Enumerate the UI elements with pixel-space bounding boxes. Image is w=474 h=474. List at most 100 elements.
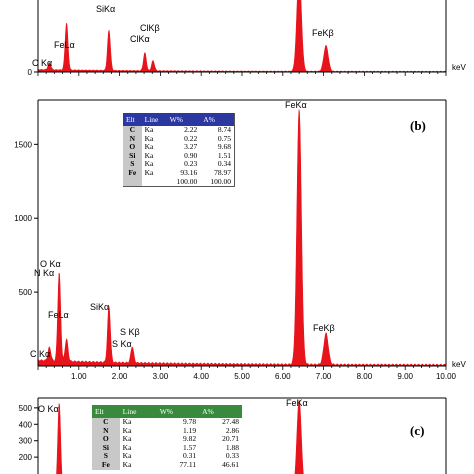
peak-label: SiKα — [90, 302, 109, 312]
cell-elt: N — [123, 134, 142, 144]
cell-line: Ka — [122, 417, 132, 426]
cell-at: 2.86 — [225, 425, 239, 435]
cell-wt: 3.27 — [184, 142, 198, 152]
cell-wt: 2.22 — [184, 125, 198, 134]
cell-wt: 77.11 — [179, 459, 197, 469]
cell-at: 78.97 — [214, 167, 231, 177]
cell-elt: O — [123, 143, 142, 152]
cell-elt: S — [92, 452, 120, 461]
x-unit-label: keV — [452, 63, 466, 72]
y-tick-label: 500 — [19, 404, 33, 413]
y-tick-label: 300 — [19, 437, 33, 446]
cell-at: 27.48 — [222, 417, 239, 426]
y-tick-label: 500 — [19, 288, 33, 297]
cell-elt: Si — [92, 443, 120, 453]
cell-line: Ka — [144, 167, 154, 177]
cell-wt: 0.23 — [184, 159, 198, 169]
cell-elt — [123, 177, 142, 187]
cell-line: Ka — [144, 133, 154, 143]
x-tick-label: 3.00 — [153, 372, 169, 381]
table-row: N Ka 1.19 2.86 — [92, 425, 242, 436]
header-at: A% — [200, 113, 235, 126]
cell-at: 0.34 — [217, 159, 231, 169]
peak-label: FeLα — [54, 40, 75, 50]
header-wt: W% — [166, 113, 201, 126]
cell-wt: 100.00 — [176, 176, 198, 186]
peak-label: C Kα — [32, 58, 52, 68]
cell-elt: C — [92, 417, 120, 427]
cell-elt: Si — [123, 151, 142, 161]
header-line: Line — [141, 113, 167, 126]
x-tick-label: 10.00 — [436, 372, 457, 381]
cell-line: Ka — [144, 142, 154, 152]
x-tick-label: 2.00 — [112, 372, 128, 381]
cell-wt: 0.31 — [182, 451, 197, 461]
header-elt: Elt — [92, 405, 120, 418]
table-row: Fe Ka 93.16 78.97 — [123, 167, 235, 178]
cell-line: Ka — [122, 434, 132, 444]
table-row: C Ka 9.78 27.48 — [92, 417, 242, 427]
peak-label: FeKβ — [312, 28, 334, 38]
x-tick-label: 5.00 — [234, 372, 250, 381]
cell-at: 100.00 — [210, 176, 231, 186]
panel-letter-b: (b) — [410, 118, 426, 133]
x-tick-label: 1.00 — [71, 372, 87, 381]
x-tick-label: 8.00 — [357, 372, 373, 381]
x-tick-label: 7.00 — [316, 372, 332, 381]
peak-label: S Kβ — [120, 327, 140, 337]
panel-letter-c: (c) — [410, 423, 425, 438]
cell-wt: 9.82 — [182, 434, 197, 444]
cell-line — [142, 178, 167, 187]
x-unit-label: keV — [452, 360, 466, 369]
peak-label: FeLα — [48, 310, 69, 320]
table-header-row: Elt Line W% A% — [123, 113, 235, 126]
table-header-row: Elt Line W% A% — [92, 405, 242, 418]
cell-line: Ka — [144, 125, 154, 134]
cell-elt: Fe — [92, 460, 120, 470]
composition-table-c: Elt Line W% A% C Ka 9.78 27.48 N Ka 1.19 2.86 … — [92, 405, 242, 470]
cell-wt: 1.19 — [182, 425, 197, 435]
cell-elt: S — [123, 160, 142, 169]
cell-wt: 0.22 — [184, 133, 198, 143]
cell-wt: 0.90 — [184, 150, 198, 160]
cell-wt: 9.78 — [182, 417, 197, 426]
header-at: A% — [199, 405, 242, 418]
spectrum-panel-b: 500 1000 1500 1.00 2.00 3.00 4.00 5.00 6.00 7.00 8… — [14, 99, 466, 381]
x-tick-label: 4.00 — [193, 372, 209, 381]
peak-label: ClKα — [130, 34, 150, 44]
cell-at: 1.51 — [217, 150, 231, 160]
cell-line: Ka — [122, 442, 132, 452]
cell-at: 8.74 — [217, 125, 231, 134]
peak-label: FeKα — [286, 398, 308, 408]
peak-label: N Kα — [34, 268, 54, 278]
cell-elt: C — [123, 125, 142, 135]
cell-wt: 93.16 — [180, 167, 198, 177]
table-row: O Ka 3.27 9.68 — [123, 143, 235, 152]
y-tick-label: 1500 — [14, 140, 32, 149]
cell-at: 20.71 — [222, 434, 239, 444]
table-row: S Ka 0.23 0.34 — [123, 160, 235, 169]
table-row: Si Ka 0.90 1.51 — [123, 150, 235, 161]
peak-label: FeKα — [285, 100, 307, 110]
table-row: Si Ka 1.57 1.88 — [92, 442, 242, 453]
header-elt: Elt — [123, 113, 142, 126]
cell-at: 1.88 — [225, 442, 239, 452]
cell-elt: N — [92, 426, 120, 436]
cell-at: 0.33 — [225, 451, 239, 461]
header-line: Line — [119, 405, 157, 418]
spectrum-series — [37, 109, 447, 367]
cell-line: Ka — [144, 159, 154, 169]
cell-elt: O — [92, 435, 120, 444]
peak-label: FeKβ — [313, 323, 335, 333]
cell-line: Ka — [122, 425, 132, 435]
y-tick-label: 200 — [19, 453, 33, 462]
x-tick-label: 6.00 — [275, 372, 291, 381]
table-row: S Ka 0.31 0.33 — [92, 452, 242, 461]
peak-label: C Kα — [30, 349, 50, 359]
cell-line: Ka — [122, 451, 132, 461]
y-tick-label: 400 — [19, 420, 33, 429]
cell-at: 46.61 — [222, 459, 239, 469]
cell-wt: 1.57 — [182, 442, 197, 452]
